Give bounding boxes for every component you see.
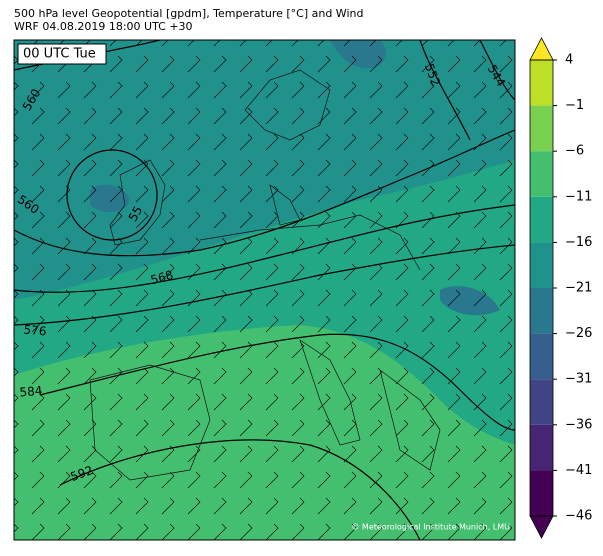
colorbar-tick-label: −21 [565, 281, 592, 296]
colorbar-extend-under [529, 515, 554, 539]
colorbar-tick-label: −1 [565, 98, 584, 113]
colorbar-extend-over [529, 37, 554, 61]
colorbar-band [530, 424, 553, 471]
colorbar-tick-label: −16 [565, 235, 592, 250]
contour-label: 576 [23, 323, 47, 339]
colorbar-band [530, 242, 553, 288]
colorbar-tick-label: 4 [565, 53, 573, 68]
colorbar-tick-label: −41 [565, 463, 592, 478]
colorbar-tick-label: −31 [565, 372, 592, 387]
contour-label: 584 [19, 384, 43, 400]
map-frame [13, 39, 516, 541]
contours [14, 40, 515, 540]
colorbar-band [530, 60, 553, 106]
coastlines [89, 69, 441, 481]
time-box [17, 43, 107, 65]
colorbar-tick-label: −26 [565, 326, 592, 341]
colorbar-tick-label: −46 [565, 509, 592, 524]
time-label: 00 UTC Tue [23, 47, 96, 62]
colorbar-band [530, 470, 553, 516]
colorbar-band [530, 105, 553, 152]
colorbar-band [530, 333, 553, 380]
colorbar-tick-label: −36 [565, 417, 592, 432]
contour-label: 55 [126, 204, 146, 224]
colorbar: 4 −1 −6 −11 −16 −21 −26 −31 −36 −41 −46 [529, 37, 592, 539]
title: 500 hPa level Geopotential [gpdm], Tempe… [14, 7, 363, 20]
colorbar-band [530, 151, 553, 197]
colorbar-tick-label: −11 [565, 189, 592, 204]
colorbar-band [530, 288, 553, 334]
colorbar-band [530, 196, 553, 243]
colorbar-band [530, 379, 553, 425]
colorbar-tick-label: −6 [565, 144, 584, 159]
credit: © Meteorological Institute Munich, LMU [351, 523, 510, 532]
contour-label: 568 [149, 268, 175, 287]
subtitle: WRF 04.08.2019 18:00 UTC +30 [14, 20, 193, 33]
map [14, 40, 515, 540]
